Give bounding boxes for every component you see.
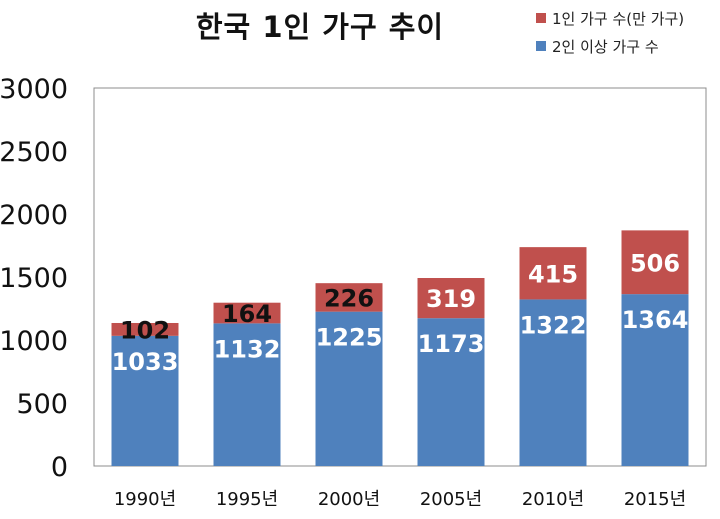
- y-tick-label: 0: [51, 452, 68, 483]
- data-label-one-person: 506: [630, 249, 680, 277]
- bar-one-person: [315, 283, 383, 312]
- x-tick-label: 2000년: [318, 489, 380, 510]
- data-label-multi-person: 1132: [214, 335, 281, 363]
- legend-swatch-multi-person: [536, 41, 546, 51]
- x-tick-label: 2010년: [522, 489, 584, 510]
- y-tick-label: 2500: [0, 137, 68, 168]
- bar-one-person: [417, 278, 485, 319]
- x-tick-label: 2005년: [420, 489, 482, 510]
- bar-multi-person: [417, 318, 485, 466]
- data-label-one-person: 415: [528, 260, 578, 288]
- data-label-multi-person: 1173: [418, 330, 485, 358]
- bar-multi-person: [621, 294, 689, 466]
- data-label-multi-person: 1225: [316, 324, 383, 352]
- bar-one-person: [621, 230, 689, 295]
- x-tick-label: 2015년: [624, 489, 686, 510]
- y-tick-label: 3000: [0, 74, 68, 105]
- legend-label-multi-person: 2인 이상 가구 수: [552, 37, 659, 56]
- bar-one-person: [111, 322, 179, 336]
- data-label-multi-person: 1322: [520, 311, 587, 339]
- data-label-one-person: 102: [120, 316, 170, 344]
- data-label-multi-person: 1364: [622, 306, 689, 334]
- data-label-one-person: 226: [324, 284, 374, 312]
- legend-item-multi-person: 2인 이상 가구 수: [536, 32, 684, 60]
- chart-title: 한국 1인 가구 추이: [195, 10, 445, 44]
- data-label-one-person: 164: [222, 300, 272, 328]
- y-tick-label: 1000: [0, 326, 68, 357]
- x-tick-label: 1995년: [216, 489, 278, 510]
- y-tick-label: 2000: [0, 200, 68, 231]
- data-label-one-person: 319: [426, 285, 476, 313]
- bar-multi-person: [111, 335, 179, 466]
- y-tick-label: 1500: [0, 263, 68, 294]
- x-tick-label: 1990년: [114, 489, 176, 510]
- legend-item-one-person: 1인 가구 수(만 가구): [536, 4, 684, 32]
- data-label-multi-person: 1033: [112, 348, 179, 376]
- bar-multi-person: [213, 323, 281, 466]
- legend-label-one-person: 1인 가구 수(만 가구): [552, 9, 685, 28]
- bar-one-person: [519, 247, 587, 300]
- legend-swatch-one-person: [536, 13, 546, 23]
- y-tick-label: 500: [16, 389, 68, 420]
- bar-multi-person: [519, 299, 587, 466]
- legend: 1인 가구 수(만 가구) 2인 이상 가구 수: [536, 4, 684, 60]
- bar-multi-person: [315, 311, 383, 466]
- plot-frame: [93, 87, 707, 467]
- bar-one-person: [213, 302, 281, 324]
